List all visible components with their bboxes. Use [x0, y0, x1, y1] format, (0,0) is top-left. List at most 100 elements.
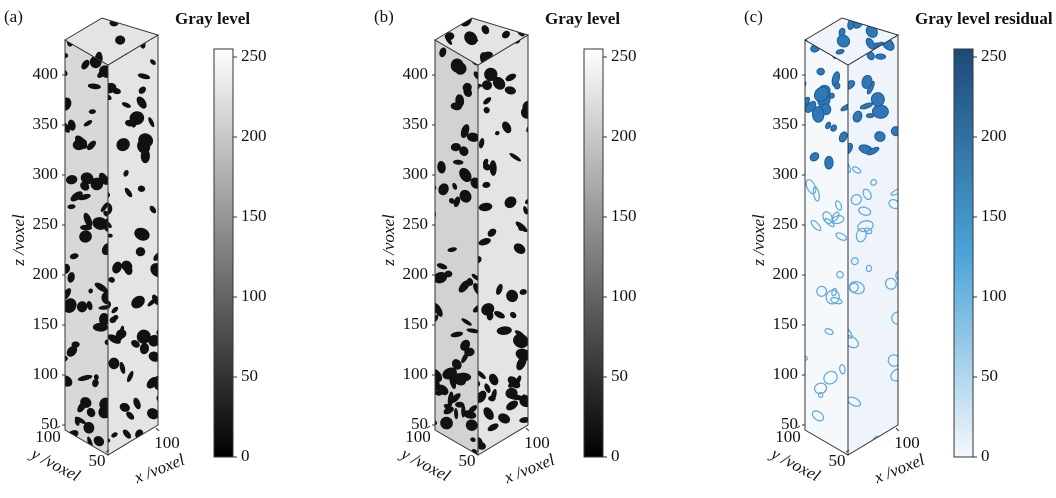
- z-tick-label: 300: [773, 164, 799, 183]
- pore: [443, 406, 454, 415]
- pore: [482, 181, 491, 188]
- pore: [817, 391, 824, 399]
- pore: [466, 278, 474, 286]
- pore: [100, 201, 108, 212]
- pore: [848, 142, 854, 156]
- pore: [436, 263, 448, 270]
- pore: [99, 312, 108, 326]
- z-tick-label: 200: [403, 264, 429, 283]
- pore: [848, 282, 859, 293]
- y-tick: [56, 425, 61, 429]
- pore: [890, 368, 898, 382]
- pore: [450, 143, 461, 152]
- z-tick-label: 300: [403, 164, 429, 183]
- pore: [452, 182, 458, 190]
- pore: [523, 206, 528, 215]
- pore: [440, 416, 453, 430]
- colorbar-tick-label: 100: [241, 286, 267, 305]
- pore: [126, 411, 135, 420]
- pore: [508, 381, 518, 388]
- z-tick-label: 200: [773, 264, 799, 283]
- pore: [813, 86, 830, 102]
- pore: [822, 211, 833, 224]
- y-tick-label: 50: [829, 451, 846, 470]
- z-tick-label: 300: [33, 164, 59, 183]
- pore: [460, 124, 470, 139]
- pore: [504, 86, 516, 95]
- pore: [90, 177, 104, 191]
- pore: [123, 264, 133, 276]
- pore: [119, 361, 126, 375]
- pore: [93, 436, 105, 447]
- pore: [108, 202, 113, 216]
- pore: [101, 290, 108, 305]
- pore: [80, 224, 93, 231]
- y-tick-label: 50: [459, 451, 476, 470]
- pore: [454, 407, 459, 420]
- pore: [857, 220, 874, 233]
- pore: [871, 104, 889, 119]
- pore: [442, 367, 457, 380]
- pore: [83, 120, 93, 127]
- pore: [459, 146, 469, 156]
- pore: [108, 233, 113, 238]
- pore: [505, 73, 517, 82]
- x-tick: [895, 427, 900, 432]
- pore: [150, 263, 158, 277]
- pore: [484, 383, 491, 393]
- x-tick-label: 100: [524, 433, 550, 452]
- pore: [851, 166, 862, 174]
- colorbar-tick-label: 250: [611, 46, 637, 65]
- pore: [461, 404, 466, 418]
- pore: [65, 97, 72, 111]
- pore: [70, 191, 83, 202]
- pore: [138, 133, 154, 148]
- y-tick: [426, 425, 431, 429]
- pore: [836, 270, 844, 279]
- pore: [101, 242, 108, 256]
- pore: [81, 59, 90, 70]
- pore: [461, 318, 472, 326]
- pore: [445, 32, 455, 41]
- pore: [828, 92, 835, 99]
- edge: [804, 17, 900, 66]
- pore: [470, 437, 476, 442]
- pore: [855, 227, 867, 243]
- pore: [459, 167, 472, 183]
- z-tick-label: 350: [403, 114, 429, 133]
- pore: [137, 185, 146, 192]
- pore: [67, 204, 76, 210]
- pore: [98, 305, 108, 310]
- pore: [153, 375, 158, 387]
- pore: [451, 359, 462, 370]
- pore: [811, 410, 825, 422]
- pore: [824, 217, 835, 228]
- pore: [438, 183, 449, 196]
- colorbar-title: Gray level residual: [915, 9, 1053, 28]
- pore: [124, 187, 133, 198]
- pore: [111, 306, 119, 314]
- pore: [861, 74, 873, 89]
- pore: [65, 298, 77, 313]
- pore: [119, 402, 130, 412]
- pore: [77, 401, 87, 413]
- y-tick-label: 50: [89, 451, 106, 470]
- pore: [116, 138, 130, 152]
- pore: [830, 297, 843, 305]
- pore: [147, 408, 158, 420]
- pore: [835, 232, 848, 241]
- pore: [481, 25, 490, 35]
- pore: [148, 334, 158, 347]
- pore: [108, 438, 111, 443]
- pore: [94, 282, 108, 293]
- pore: [848, 325, 853, 339]
- z-tick-label: 50: [781, 414, 798, 433]
- x-tick-label: 100: [894, 433, 920, 452]
- colorbar-tick-label: 150: [241, 206, 267, 225]
- pore: [104, 216, 108, 232]
- z-tick-label: 150: [403, 314, 429, 333]
- pore: [139, 342, 150, 355]
- pore: [852, 110, 863, 123]
- pore: [56, 40, 64, 48]
- edge: [434, 17, 530, 66]
